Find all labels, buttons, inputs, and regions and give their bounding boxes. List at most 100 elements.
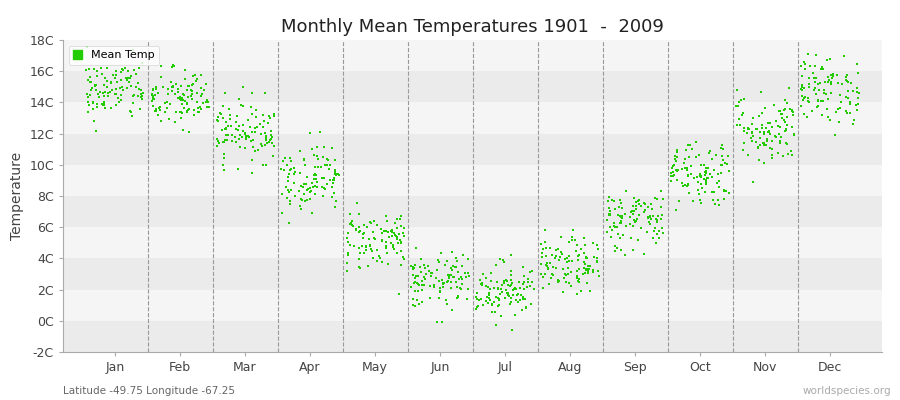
Point — [479, 275, 493, 281]
Point — [379, 239, 393, 246]
Point — [166, 84, 181, 90]
Point — [96, 82, 111, 88]
Point — [393, 222, 408, 229]
Point — [165, 88, 179, 94]
Point — [87, 82, 102, 88]
Point — [841, 95, 855, 101]
Point — [505, 327, 519, 333]
Point — [422, 268, 436, 274]
Point — [539, 263, 554, 270]
Point — [601, 211, 616, 217]
Point — [382, 234, 396, 240]
Point — [445, 307, 459, 313]
Bar — [63, 40, 882, 71]
Point — [549, 246, 563, 253]
Point — [480, 294, 494, 300]
Point — [409, 273, 423, 280]
Point — [304, 188, 319, 194]
Point — [819, 91, 833, 98]
Point — [267, 113, 282, 120]
Point — [460, 296, 474, 302]
Point — [346, 223, 360, 230]
Point — [782, 85, 796, 91]
Point — [390, 250, 404, 256]
Point — [280, 195, 294, 202]
Point — [123, 73, 138, 80]
Point — [561, 265, 575, 271]
Point — [692, 152, 706, 158]
Point — [218, 89, 232, 96]
Point — [814, 98, 828, 104]
Point — [160, 91, 175, 98]
Point — [558, 271, 572, 278]
Point — [670, 154, 685, 160]
Point — [248, 125, 262, 132]
Point — [95, 89, 110, 96]
Point — [730, 122, 744, 128]
Point — [773, 134, 788, 140]
Point — [158, 100, 173, 106]
Point — [851, 90, 866, 96]
Point — [452, 276, 466, 282]
Point — [537, 239, 552, 245]
Point — [130, 84, 144, 90]
Point — [165, 83, 179, 90]
Point — [277, 167, 292, 174]
Point — [146, 93, 160, 100]
Point — [251, 146, 266, 153]
Point — [221, 123, 236, 130]
Point — [609, 245, 624, 251]
Point — [757, 129, 771, 135]
Point — [482, 292, 497, 298]
Point — [802, 98, 816, 105]
Point — [288, 168, 302, 175]
Point — [849, 102, 863, 108]
Point — [357, 250, 372, 256]
Point — [126, 93, 140, 100]
Point — [246, 143, 260, 150]
Point — [821, 95, 835, 102]
Point — [445, 285, 459, 292]
Point — [366, 218, 381, 224]
Point — [135, 92, 149, 99]
Point — [359, 243, 374, 249]
Point — [720, 153, 734, 159]
Point — [297, 180, 311, 187]
Point — [423, 283, 437, 290]
Point — [832, 119, 846, 125]
Point — [648, 240, 662, 246]
Point — [454, 280, 469, 287]
Point — [754, 109, 769, 116]
Point — [431, 256, 446, 263]
Point — [328, 169, 343, 175]
Point — [287, 165, 302, 172]
Point — [461, 256, 475, 262]
Point — [483, 278, 498, 285]
Point — [438, 297, 453, 303]
Point — [580, 280, 594, 286]
Point — [517, 286, 531, 292]
Point — [127, 92, 141, 99]
Point — [710, 180, 724, 186]
Point — [130, 92, 145, 99]
Point — [427, 282, 441, 289]
Point — [801, 95, 815, 101]
Point — [590, 241, 604, 248]
Point — [618, 211, 633, 218]
Point — [850, 61, 864, 68]
Point — [839, 76, 853, 83]
Point — [637, 209, 652, 215]
Point — [536, 274, 550, 280]
Point — [154, 74, 168, 80]
Point — [676, 183, 690, 190]
Point — [613, 234, 627, 241]
Point — [219, 119, 233, 125]
Point — [577, 241, 591, 248]
Point — [413, 264, 428, 270]
Point — [720, 161, 734, 167]
Point — [326, 180, 340, 186]
Point — [641, 214, 655, 220]
Point — [671, 167, 686, 173]
Point — [686, 198, 700, 204]
Point — [256, 118, 271, 125]
